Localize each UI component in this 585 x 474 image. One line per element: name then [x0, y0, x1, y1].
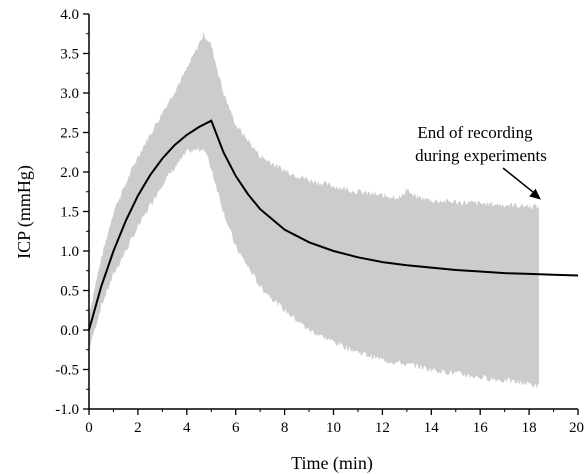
x-tick-label: 12 — [375, 420, 390, 436]
x-tick-label: 14 — [424, 420, 440, 436]
annotation-line-1: End of recording — [417, 123, 533, 142]
x-ticks: 0 2 4 6 8 10 12 14 16 18 20 — [85, 409, 584, 436]
range-band-area — [89, 31, 539, 389]
y-axis-title: ICP (mmHg) — [14, 165, 35, 259]
x-axis-title: Time (min) — [291, 453, 373, 474]
y-tick-label: 3.5 — [60, 47, 79, 63]
y-tick-label: 2.5 — [60, 126, 79, 142]
y-tick-label: 2.0 — [60, 165, 79, 181]
x-tick-label: 18 — [522, 420, 537, 436]
y-tick-label: 1.5 — [60, 205, 79, 221]
shaded-range-band — [89, 31, 539, 389]
y-ticks: -1.0 -0.5 0.0 0.5 1.0 1.5 2.0 2.5 3.0 3.5 4.0 — [55, 7, 89, 418]
x-tick-label: 10 — [326, 420, 341, 436]
x-tick-label: 20 — [569, 420, 584, 436]
x-tick-label: 2 — [134, 420, 142, 436]
x-tick-label: 6 — [232, 420, 240, 436]
annotation-line-2: during experiments — [415, 146, 547, 165]
y-tick-label: -1.0 — [55, 402, 79, 418]
annotation-arrow-line — [502, 167, 536, 195]
x-tick-label: 4 — [183, 420, 191, 436]
y-tick-label: 0.0 — [60, 323, 79, 339]
y-tick-label: -0.5 — [55, 363, 79, 379]
y-tick-label: 4.0 — [60, 7, 79, 23]
mean-icp-line — [88, 119, 579, 331]
annotation: End of recording during experiments — [415, 123, 547, 200]
y-tick-label: 0.5 — [60, 284, 79, 300]
x-tick-label: 8 — [281, 420, 289, 436]
x-tick-label: 0 — [85, 420, 93, 436]
annotation-arrowhead — [529, 188, 541, 200]
y-tick-label: 1.0 — [60, 244, 79, 260]
mean-line — [88, 119, 579, 331]
x-tick-label: 16 — [473, 420, 489, 436]
y-tick-label: 3.0 — [60, 86, 79, 102]
